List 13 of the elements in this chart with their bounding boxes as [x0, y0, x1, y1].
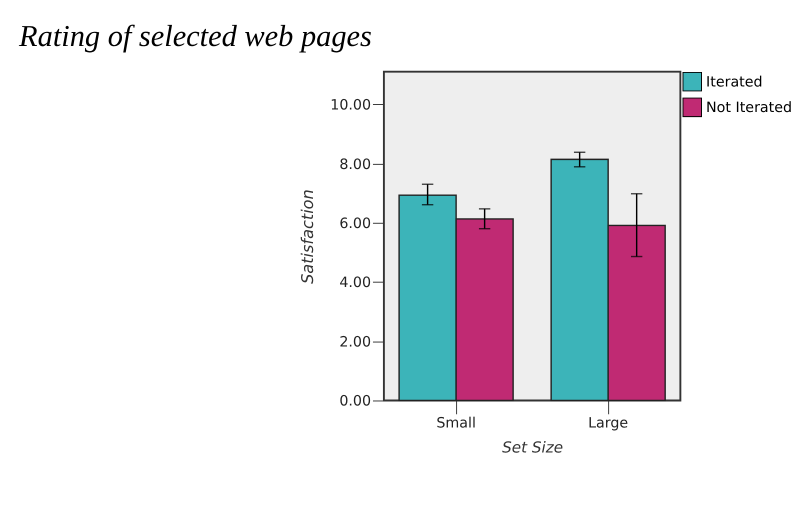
- y-axis-title: Satisfaction: [298, 189, 318, 284]
- legend-label: Iterated: [706, 74, 763, 90]
- chart-title: Rating of selected web pages: [18, 19, 372, 54]
- x-tick-label: Large: [588, 416, 628, 432]
- y-tick-label: 0.00: [339, 394, 372, 410]
- y-tick-label: 2.00: [339, 334, 372, 350]
- y-tick-label: 8.00: [339, 156, 372, 173]
- y-tick-label: 6.00: [339, 216, 372, 232]
- legend-label: Not Iterated: [706, 100, 792, 116]
- x-axis-title: Set Size: [502, 438, 564, 456]
- y-tick-label: 10.00: [330, 98, 372, 114]
- y-tick-label: 4.00: [339, 275, 372, 292]
- x-tick-label: Small: [436, 416, 476, 432]
